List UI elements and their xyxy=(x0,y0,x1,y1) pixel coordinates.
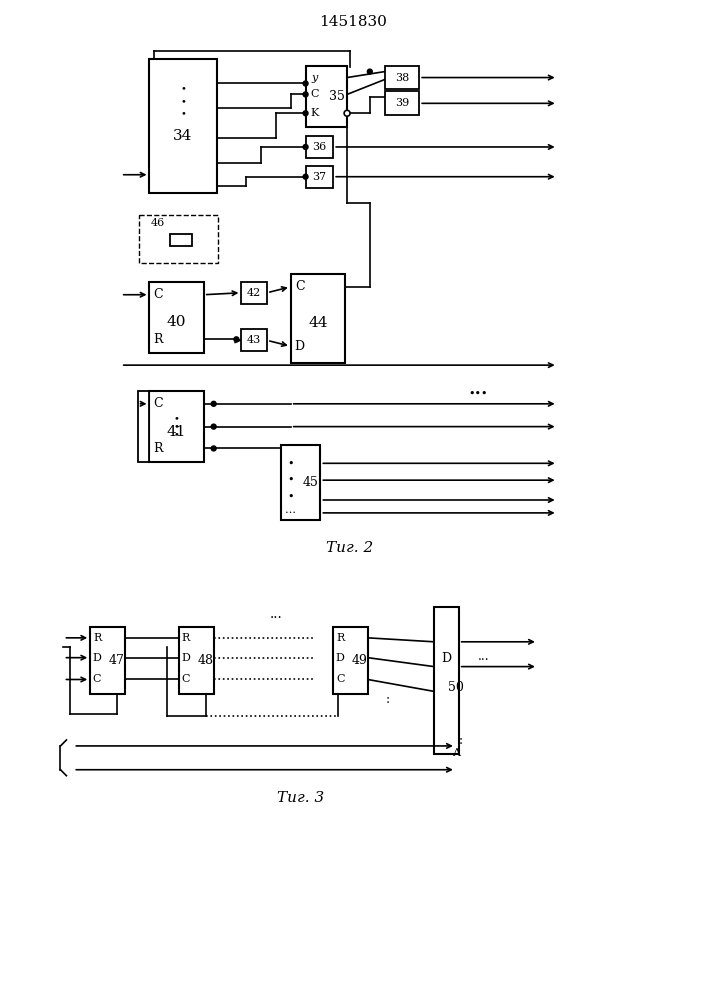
Text: R: R xyxy=(153,442,163,455)
Text: •: • xyxy=(288,458,294,468)
Text: :: : xyxy=(385,693,390,706)
Text: R: R xyxy=(153,333,163,346)
Text: •: • xyxy=(174,414,180,423)
Text: :: : xyxy=(459,734,463,747)
Text: 41: 41 xyxy=(167,425,187,439)
Bar xyxy=(305,166,333,188)
Circle shape xyxy=(211,424,216,429)
Text: 37: 37 xyxy=(312,172,327,182)
Text: 36: 36 xyxy=(312,142,327,152)
Text: R: R xyxy=(336,633,344,643)
Circle shape xyxy=(368,69,373,74)
Text: 47: 47 xyxy=(109,654,124,667)
Text: D: D xyxy=(182,653,190,663)
Bar xyxy=(179,627,214,694)
Bar xyxy=(241,329,267,351)
Text: 35: 35 xyxy=(329,90,345,103)
Text: 46: 46 xyxy=(151,218,165,228)
Text: R: R xyxy=(182,633,190,643)
Text: 49: 49 xyxy=(352,654,368,667)
Circle shape xyxy=(303,144,308,149)
Text: C: C xyxy=(153,397,163,410)
Bar xyxy=(434,607,459,754)
Circle shape xyxy=(303,92,308,97)
Bar xyxy=(149,391,204,462)
Text: ...: ... xyxy=(269,607,282,621)
Text: 1451830: 1451830 xyxy=(319,15,387,29)
Text: 34: 34 xyxy=(173,129,193,143)
Text: C: C xyxy=(310,89,319,99)
Bar xyxy=(149,59,216,193)
Circle shape xyxy=(303,81,308,86)
Circle shape xyxy=(211,446,216,451)
Text: 44: 44 xyxy=(308,316,327,330)
Text: •••: ••• xyxy=(469,389,489,399)
Text: •: • xyxy=(288,492,294,502)
Circle shape xyxy=(344,110,350,116)
Bar xyxy=(170,234,192,246)
Text: •: • xyxy=(288,475,294,485)
Text: 43: 43 xyxy=(247,335,262,345)
Bar xyxy=(149,282,204,353)
Bar xyxy=(241,282,267,304)
Text: D: D xyxy=(295,340,305,353)
Text: 40: 40 xyxy=(167,315,187,329)
Bar xyxy=(90,627,124,694)
Text: C: C xyxy=(153,288,163,301)
Bar xyxy=(385,91,419,115)
Text: 48: 48 xyxy=(198,654,214,667)
Circle shape xyxy=(303,111,308,116)
Text: ...: ... xyxy=(478,650,489,663)
Bar xyxy=(291,274,345,363)
Text: …: … xyxy=(285,505,296,515)
Bar xyxy=(281,445,320,520)
Circle shape xyxy=(303,174,308,179)
Text: 50: 50 xyxy=(448,681,464,694)
Text: D: D xyxy=(93,653,102,663)
Text: y: y xyxy=(311,73,317,83)
Text: 39: 39 xyxy=(395,98,409,108)
Text: 38: 38 xyxy=(395,73,409,83)
Bar xyxy=(333,627,368,694)
Text: •: • xyxy=(174,430,180,439)
Bar xyxy=(138,391,149,462)
Bar xyxy=(139,215,218,263)
Text: Τиг. 2: Τиг. 2 xyxy=(327,541,374,555)
Text: R: R xyxy=(93,633,101,643)
Text: A: A xyxy=(452,748,460,758)
Text: C: C xyxy=(295,280,305,293)
Text: Τиг. 3: Τиг. 3 xyxy=(277,791,325,805)
Text: K: K xyxy=(310,108,319,118)
Text: 42: 42 xyxy=(247,288,262,298)
Text: •: • xyxy=(180,97,186,106)
Text: •: • xyxy=(180,110,186,119)
Text: D: D xyxy=(336,653,344,663)
Text: •: • xyxy=(180,84,186,93)
Text: D: D xyxy=(441,652,452,665)
Text: C: C xyxy=(336,674,344,684)
Text: C: C xyxy=(93,674,101,684)
Bar xyxy=(305,136,333,158)
Text: 45: 45 xyxy=(303,476,318,489)
Text: C: C xyxy=(182,674,190,684)
Circle shape xyxy=(234,337,239,342)
Bar xyxy=(305,66,347,127)
Circle shape xyxy=(211,401,216,406)
Bar xyxy=(385,66,419,89)
Text: •: • xyxy=(174,422,180,431)
